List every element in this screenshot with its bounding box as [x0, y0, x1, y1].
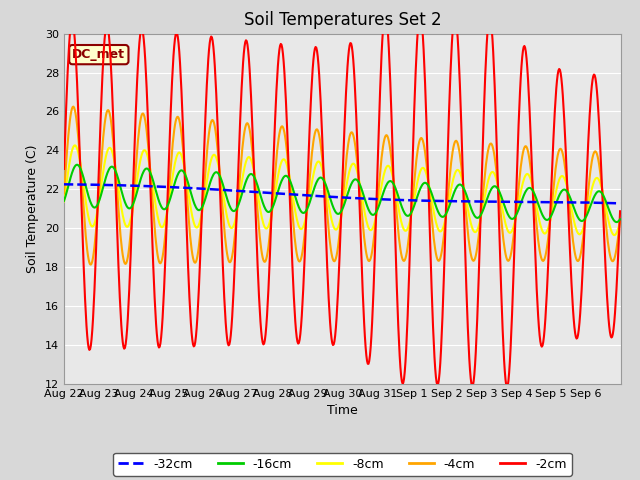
Title: Soil Temperatures Set 2: Soil Temperatures Set 2: [244, 11, 441, 29]
-4cm: [257, 240, 264, 246]
-2cm: [381, 10, 389, 16]
-4cm: [87, 262, 95, 267]
Line: -16cm: -16cm: [64, 165, 620, 222]
Y-axis label: Soil Temperature (C): Soil Temperature (C): [26, 144, 39, 273]
-8cm: [60, 198, 68, 204]
-8cm: [228, 225, 236, 231]
-4cm: [70, 104, 77, 109]
-2cm: [276, 43, 284, 48]
-2cm: [503, 385, 511, 391]
-16cm: [612, 219, 620, 225]
-8cm: [256, 204, 264, 209]
-32cm: [255, 189, 263, 195]
-16cm: [431, 201, 439, 207]
-16cm: [616, 216, 624, 222]
-16cm: [60, 198, 68, 204]
-16cm: [277, 180, 285, 186]
-4cm: [229, 249, 237, 254]
Line: -8cm: -8cm: [64, 145, 620, 235]
-16cm: [256, 190, 264, 196]
-2cm: [255, 294, 263, 300]
Line: -2cm: -2cm: [64, 13, 620, 388]
-8cm: [431, 216, 439, 222]
-4cm: [278, 124, 285, 130]
-8cm: [400, 227, 408, 232]
-2cm: [60, 166, 68, 172]
-4cm: [432, 251, 440, 256]
-2cm: [125, 287, 133, 292]
-8cm: [71, 143, 79, 148]
-32cm: [125, 183, 133, 189]
Legend: -32cm, -16cm, -8cm, -4cm, -2cm: -32cm, -16cm, -8cm, -4cm, -2cm: [113, 453, 572, 476]
Text: DC_met: DC_met: [72, 48, 125, 61]
Line: -32cm: -32cm: [64, 184, 620, 204]
-16cm: [126, 205, 134, 211]
Line: -4cm: -4cm: [64, 107, 620, 264]
-2cm: [228, 324, 236, 330]
X-axis label: Time: Time: [327, 405, 358, 418]
-16cm: [228, 207, 236, 213]
-4cm: [127, 229, 134, 235]
-4cm: [60, 191, 68, 196]
-32cm: [228, 188, 236, 193]
-32cm: [399, 197, 407, 203]
-32cm: [616, 201, 624, 206]
-32cm: [431, 198, 438, 204]
-8cm: [126, 219, 134, 225]
-2cm: [431, 366, 439, 372]
-2cm: [400, 376, 408, 382]
-4cm: [616, 216, 624, 222]
-4cm: [401, 257, 408, 263]
-8cm: [611, 232, 618, 238]
-32cm: [276, 191, 284, 196]
-8cm: [616, 218, 624, 224]
-32cm: [60, 181, 68, 187]
-16cm: [400, 209, 408, 215]
-16cm: [73, 162, 81, 168]
-8cm: [277, 161, 285, 167]
-2cm: [616, 208, 624, 214]
